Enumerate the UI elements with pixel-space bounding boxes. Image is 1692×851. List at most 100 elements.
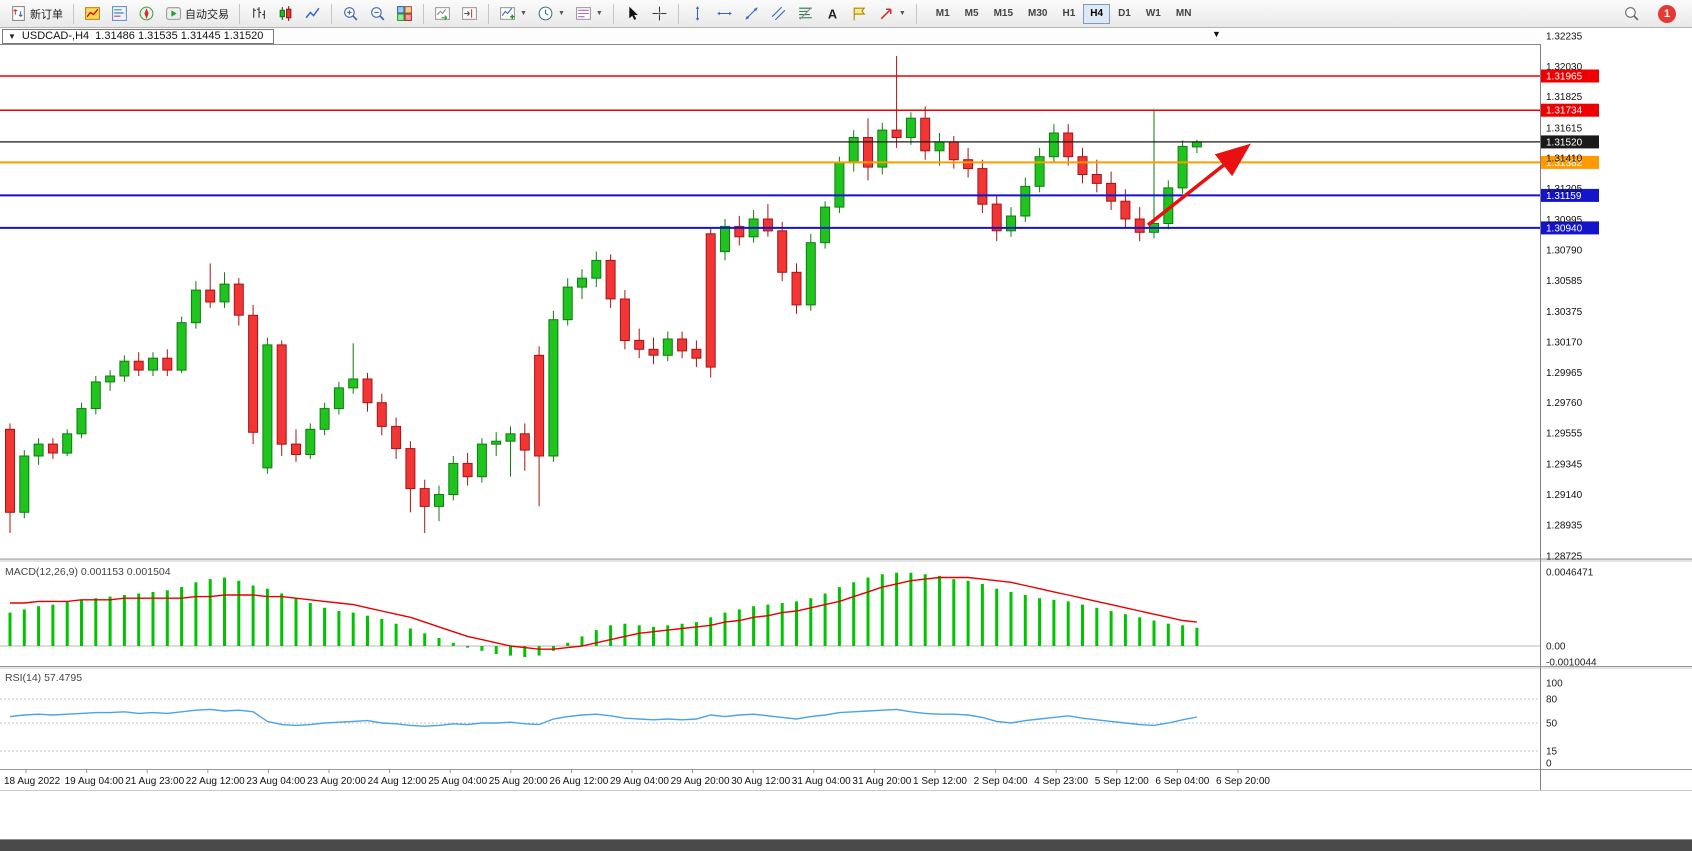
price-level-tag[interactable] — [1541, 69, 1599, 83]
charts-icon — [84, 5, 101, 22]
arrow-shape-icon — [878, 5, 895, 22]
candle-body — [47, 443, 58, 454]
price-level-tag[interactable] — [1541, 103, 1599, 117]
timeframe-m1[interactable]: M1 — [929, 4, 957, 24]
time-axis-label: 25 Aug 20:00 — [489, 776, 548, 787]
svg-text:A: A — [828, 6, 837, 21]
rsi-scale-label: 50 — [1546, 719, 1558, 730]
candle-body — [119, 360, 130, 377]
candle-body — [991, 203, 1002, 232]
candle-body — [319, 408, 330, 430]
arrows-shapes-button[interactable]: ▼ — [874, 3, 910, 25]
rsi-scale-label: 0 — [1546, 759, 1552, 770]
price-axis-label: 1.29555 — [1546, 429, 1583, 440]
price-axis-label: 1.32030 — [1546, 62, 1583, 73]
cursor-button[interactable] — [620, 3, 645, 25]
auto-scroll-icon — [434, 5, 451, 22]
market-watch-button[interactable] — [107, 3, 132, 25]
search-icon — [1623, 5, 1640, 22]
search-button[interactable] — [1619, 3, 1644, 25]
time-axis-label: 29 Aug 04:00 — [610, 776, 669, 787]
chart-title-box[interactable]: ▼ USDCAD-,H4 1.31486 1.31535 1.31445 1.3… — [2, 28, 275, 44]
candle-body — [233, 283, 244, 316]
text-label-button[interactable] — [847, 3, 872, 25]
price-axis-label: 1.30170 — [1546, 337, 1583, 348]
time-axis-label: 5 Sep 12:00 — [1095, 776, 1149, 787]
text-icon: A — [824, 5, 841, 22]
chart-ohlc-values: 1.31486 1.31535 1.31445 1.31520 — [95, 30, 264, 42]
notification-badge[interactable]: 1 — [1658, 4, 1676, 23]
timeframe-m15[interactable]: M15 — [987, 4, 1020, 24]
chevron-down-icon: ▼ — [898, 10, 906, 17]
toolbar-separator — [612, 3, 614, 24]
candle-chart-button[interactable] — [273, 3, 298, 25]
crosshair-icon — [651, 5, 668, 22]
navigator-icon — [138, 5, 155, 22]
candle-body — [419, 488, 430, 507]
timeframe-mn[interactable]: MN — [1169, 4, 1199, 24]
timeframe-h4[interactable]: H4 — [1083, 3, 1111, 24]
timeframe-m5[interactable]: M5 — [958, 4, 986, 24]
chart-shift-button[interactable] — [457, 3, 482, 25]
timeframe-group: M1 M5 M15 M30 H1 H4 D1 W1 MN — [929, 3, 1199, 24]
indicators-button[interactable]: ▼ — [495, 3, 531, 25]
candle-body — [934, 141, 945, 152]
time-axis-label: 31 Aug 04:00 — [792, 776, 851, 787]
channel-button[interactable] — [766, 3, 791, 25]
candle-body — [591, 259, 602, 279]
tile-windows-button[interactable] — [392, 3, 417, 25]
candle-body — [577, 277, 587, 288]
price-level-tag[interactable] — [1541, 188, 1599, 202]
rsi-scale-label: 15 — [1546, 747, 1558, 758]
horizontal-line-button[interactable] — [712, 3, 737, 25]
trendline-button[interactable] — [739, 3, 764, 25]
periods-button[interactable]: ▼ — [533, 3, 569, 25]
time-axis-label: 30 Aug 12:00 — [731, 776, 790, 787]
timeframe-h1[interactable]: H1 — [1055, 4, 1082, 24]
candle-body — [162, 357, 173, 371]
price-level-tag[interactable] — [1541, 221, 1599, 235]
candle-body — [1177, 145, 1188, 189]
price-axis-label: 1.30790 — [1546, 246, 1583, 257]
price-axis-label: 1.31410 — [1546, 154, 1583, 165]
navigator-button[interactable] — [134, 3, 159, 25]
zoom-in-icon — [342, 5, 359, 22]
chevron-down-icon: ▼ — [595, 10, 603, 17]
timeframe-w1[interactable]: W1 — [1139, 4, 1168, 24]
price-level-tag[interactable] — [1541, 155, 1599, 169]
candle-body — [891, 129, 902, 138]
price-axis-label: 1.32235 — [1546, 32, 1583, 43]
toolbar-separator — [331, 3, 332, 24]
bottom-bar — [0, 839, 1692, 851]
price-level-tag[interactable] — [1541, 135, 1599, 149]
line-chart-button[interactable] — [300, 3, 325, 25]
trend-arrow-annotation[interactable] — [1146, 143, 1251, 227]
time-axis-label: 31 Aug 20:00 — [852, 776, 911, 787]
chart-canvas[interactable]: MACD(12,26,9) 0.001153 0.001504 RSI(14) … — [0, 28, 1692, 851]
timeframe-d1[interactable]: D1 — [1111, 4, 1138, 24]
candle-body — [1134, 218, 1145, 233]
auto-trading-button[interactable]: 自动交易 — [161, 3, 233, 25]
chart-shift-marker[interactable]: ▼ — [1212, 29, 1221, 39]
candle-body — [348, 378, 359, 389]
charts-button[interactable] — [80, 3, 105, 25]
chart-dropdown-icon[interactable]: ▼ — [8, 31, 16, 41]
templates-button[interactable]: ▼ — [571, 3, 607, 25]
vertical-line-button[interactable] — [685, 3, 710, 25]
fibonacci-button[interactable] — [793, 3, 818, 25]
zoom-out-button[interactable] — [365, 3, 390, 25]
crosshair-button[interactable] — [647, 3, 672, 25]
new-order-button[interactable]: 新订单 — [6, 3, 67, 25]
timeframe-m30[interactable]: M30 — [1021, 4, 1054, 24]
auto-scroll-button[interactable] — [430, 3, 455, 25]
candle-body — [333, 387, 344, 410]
text-button[interactable]: A — [820, 3, 845, 25]
zoom-in-button[interactable] — [338, 3, 363, 25]
vertical-line-icon — [689, 5, 706, 22]
fibonacci-icon — [797, 5, 814, 22]
market-watch-icon — [111, 5, 128, 22]
candle-body — [905, 117, 916, 138]
price-level-tag-label: 1.31159 — [1546, 191, 1582, 202]
bar-chart-button[interactable] — [246, 3, 271, 25]
